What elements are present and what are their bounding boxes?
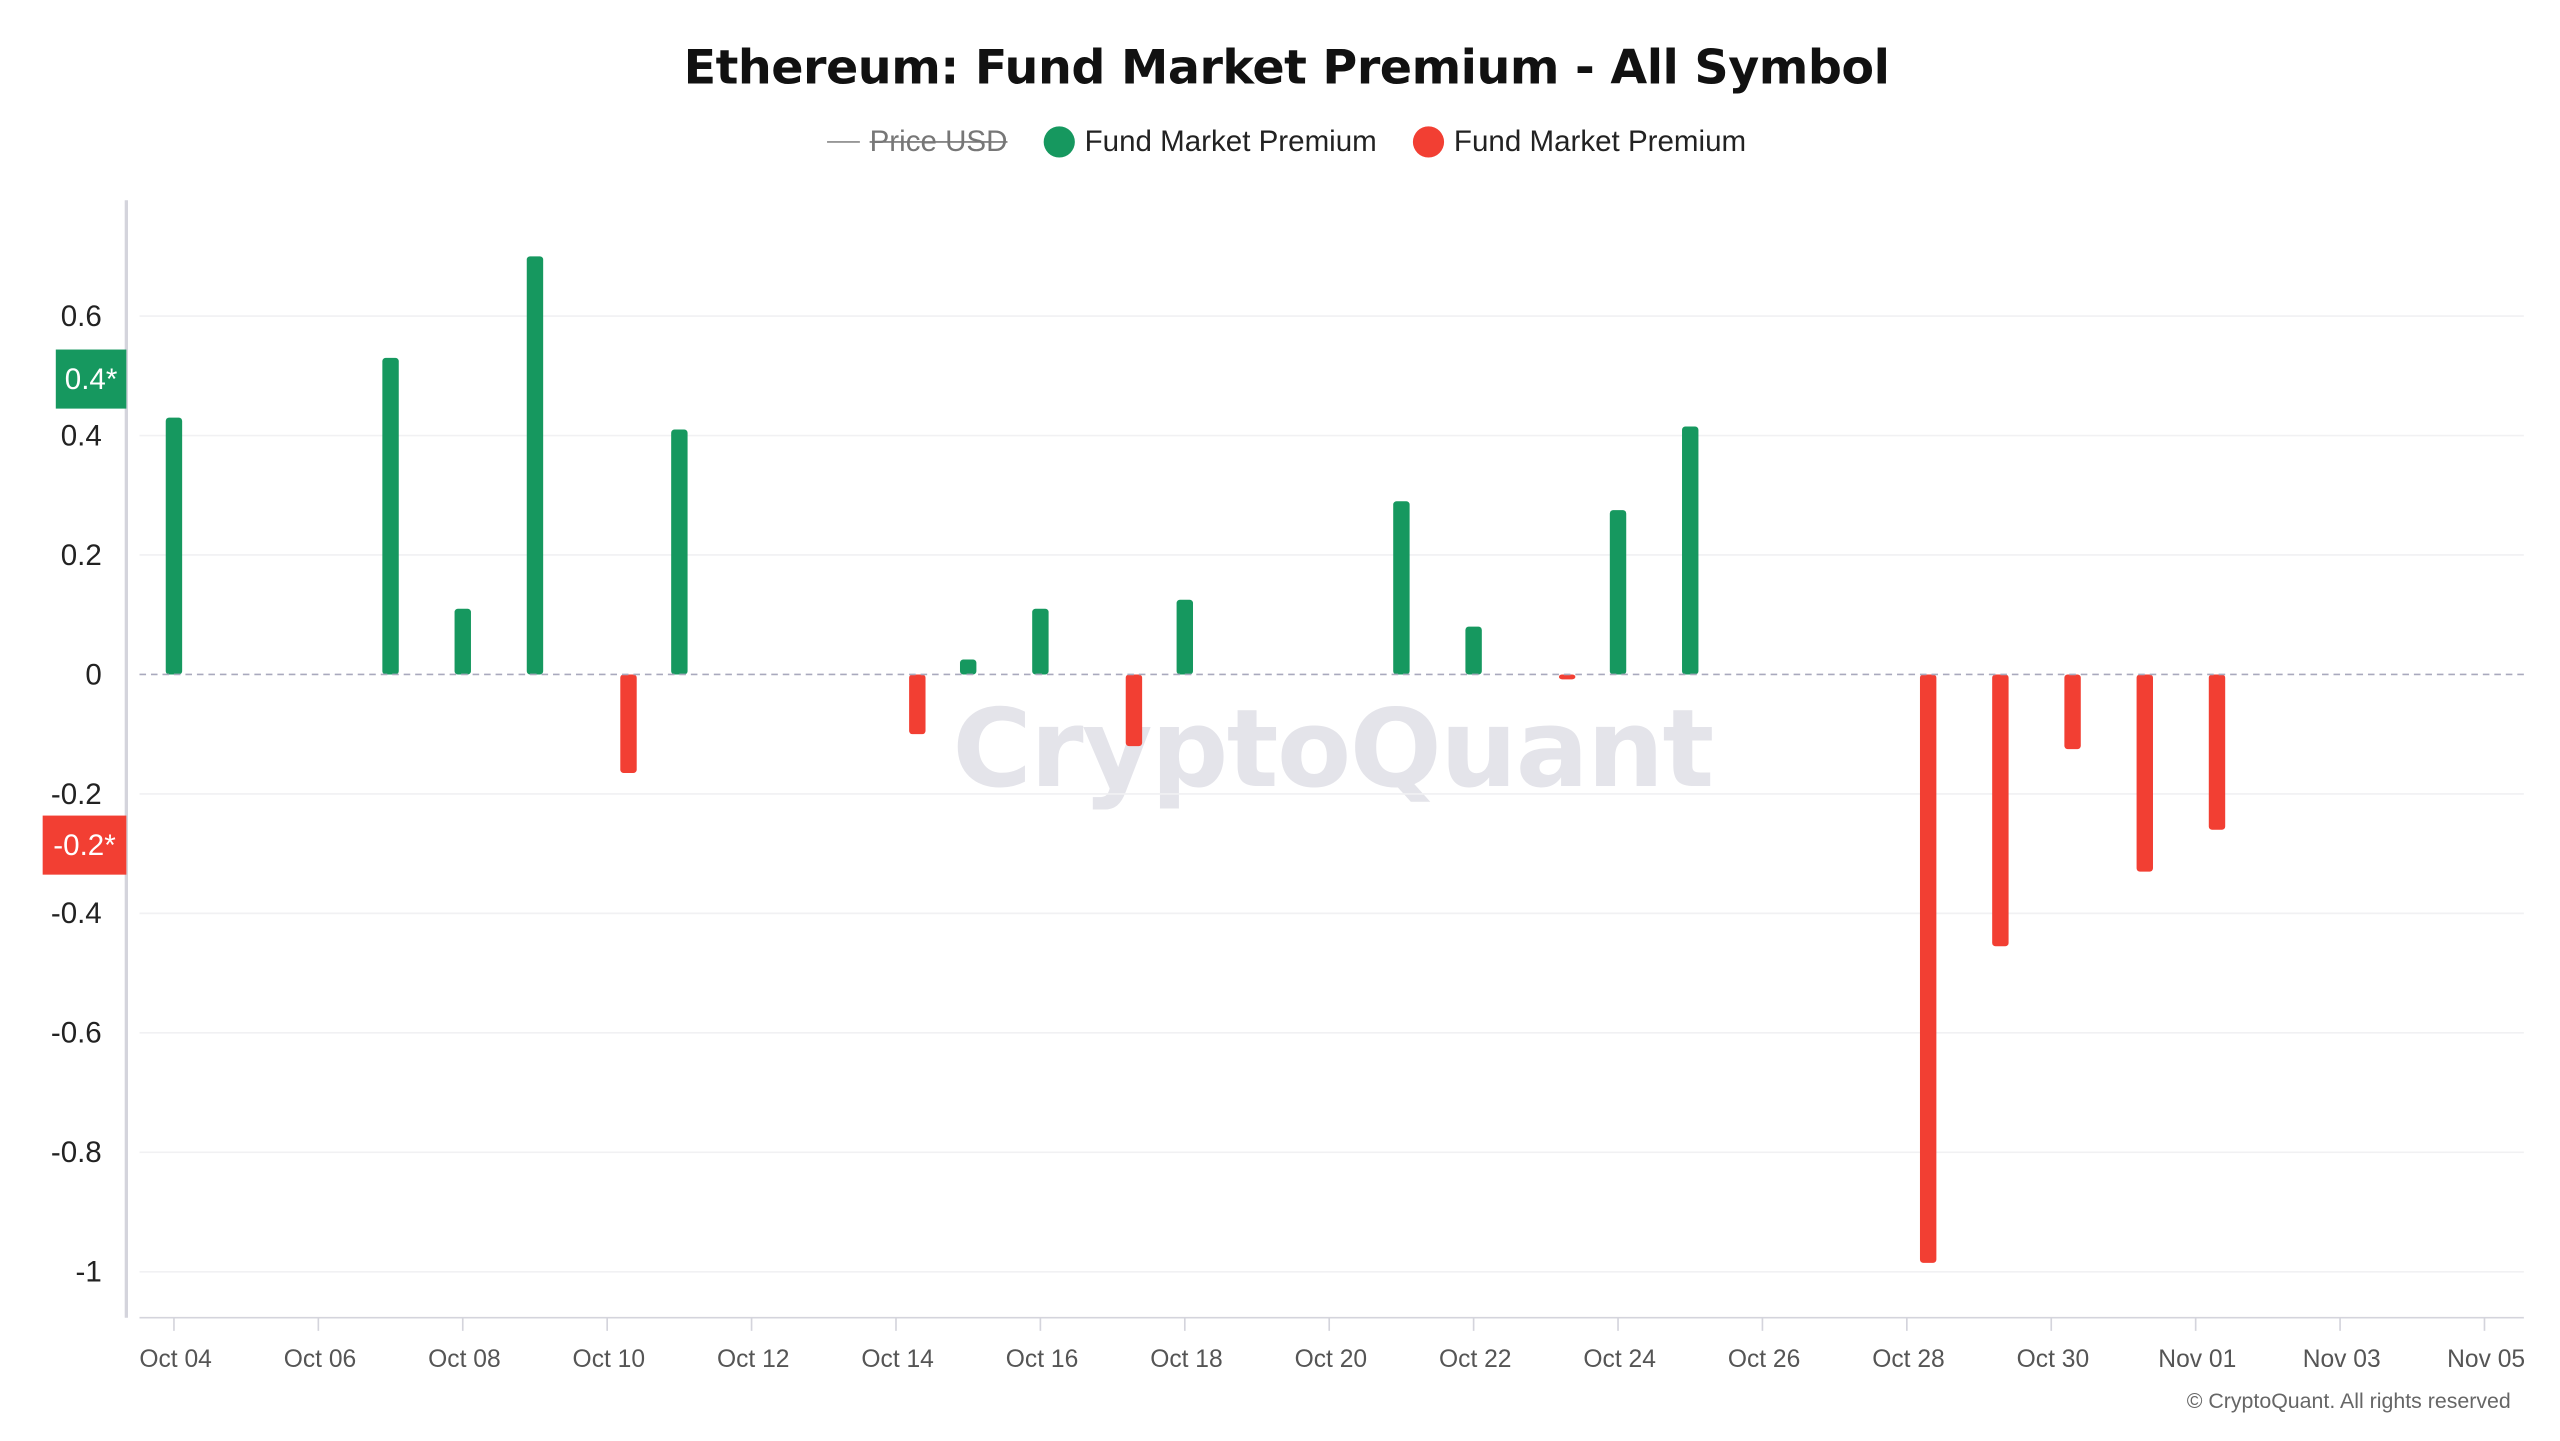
x-tick-label: Nov 01 — [2158, 1346, 2236, 1373]
x-tick-label: Oct 08 — [428, 1346, 501, 1373]
bar-positive-oct-08 — [454, 608, 471, 675]
x-tick-label: Oct 30 — [2017, 1346, 2090, 1373]
bar-negative-oct-23 — [1558, 674, 1576, 680]
bar-negative-oct-31 — [2136, 674, 2153, 872]
legend-label: Fund Market Premium — [1453, 124, 1747, 158]
legend-label: Price USD — [869, 124, 1008, 158]
x-tick-label: Oct 18 — [1150, 1346, 1223, 1373]
last-value-badge-green: 0.4* — [55, 349, 127, 409]
x-tick-label: Oct 28 — [1872, 1346, 1945, 1373]
bar-negative-oct-17 — [1125, 674, 1143, 747]
bar-negative-nov-01 — [2208, 674, 2226, 830]
bar-positive-oct-21 — [1393, 501, 1410, 675]
bar-positive-oct-15 — [959, 659, 977, 675]
y-tick-label: -0.8 — [51, 1136, 102, 1169]
x-tick-label: Nov 05 — [2447, 1346, 2525, 1373]
x-tick-label: Oct 04 — [139, 1346, 212, 1373]
legend: Price USD Fund Market Premium Fund Marke… — [0, 125, 2560, 159]
y-tick-label: -0.2 — [51, 778, 102, 811]
line-swatch-icon — [826, 141, 860, 143]
last-value-badge-red: -0.2* — [42, 815, 127, 875]
bar-positive-oct-25 — [1682, 426, 1699, 675]
copyright: © CryptoQuant. All rights reserved — [2186, 1388, 2511, 1413]
x-tick-label: Oct 22 — [1439, 1346, 1512, 1373]
bar-positive-oct-07 — [382, 357, 399, 675]
y-tick-label: -1 — [75, 1256, 101, 1289]
y-tick-label: -0.4 — [51, 897, 102, 930]
bar-positive-oct-04 — [165, 417, 183, 675]
red-dot-icon — [1412, 126, 1445, 158]
legend-item-premium-positive[interactable]: Fund Market Premium — [1043, 124, 1377, 159]
bar-positive-oct-11 — [671, 429, 688, 675]
bar-negative-oct-29 — [1992, 674, 2009, 947]
bar-positive-oct-22 — [1465, 626, 1482, 675]
legend-item-premium-negative[interactable]: Fund Market Premium — [1412, 124, 1747, 159]
y-tick-label: 0.2 — [61, 539, 102, 572]
bar-negative-oct-28 — [1919, 674, 1937, 1263]
bar-positive-oct-18 — [1176, 599, 1194, 675]
bar-negative-oct-10 — [620, 674, 637, 774]
x-tick-label: Oct 26 — [1728, 1346, 1801, 1373]
x-tick-label: Nov 03 — [2303, 1346, 2381, 1373]
bar-negative-oct-30 — [2064, 674, 2081, 750]
x-tick-label: Oct 10 — [573, 1346, 646, 1373]
green-dot-icon — [1043, 126, 1075, 158]
bar-positive-oct-09 — [526, 256, 544, 675]
bar-positive-oct-24 — [1609, 510, 1627, 675]
x-tick-label: Oct 12 — [717, 1346, 790, 1373]
chart-title: Ethereum: Fund Market Premium - All Symb… — [683, 39, 1890, 96]
y-tick-label: 0.4 — [61, 419, 102, 452]
legend-label: Fund Market Premium — [1084, 124, 1377, 158]
x-tick-label: Oct 20 — [1295, 1346, 1368, 1373]
y-tick-label: 0 — [85, 658, 101, 691]
x-tick-label: Oct 14 — [861, 1346, 934, 1373]
y-tick-label: -0.6 — [51, 1017, 102, 1050]
y-tick-label: 0.6 — [61, 300, 102, 333]
bar-positive-oct-16 — [1032, 608, 1049, 675]
x-tick-label: Oct 06 — [284, 1346, 357, 1373]
bar-negative-oct-14 — [909, 674, 926, 735]
legend-item-price-usd[interactable]: Price USD — [826, 124, 1008, 159]
x-tick-label: Oct 24 — [1583, 1346, 1656, 1373]
x-tick-label: Oct 16 — [1006, 1346, 1078, 1373]
